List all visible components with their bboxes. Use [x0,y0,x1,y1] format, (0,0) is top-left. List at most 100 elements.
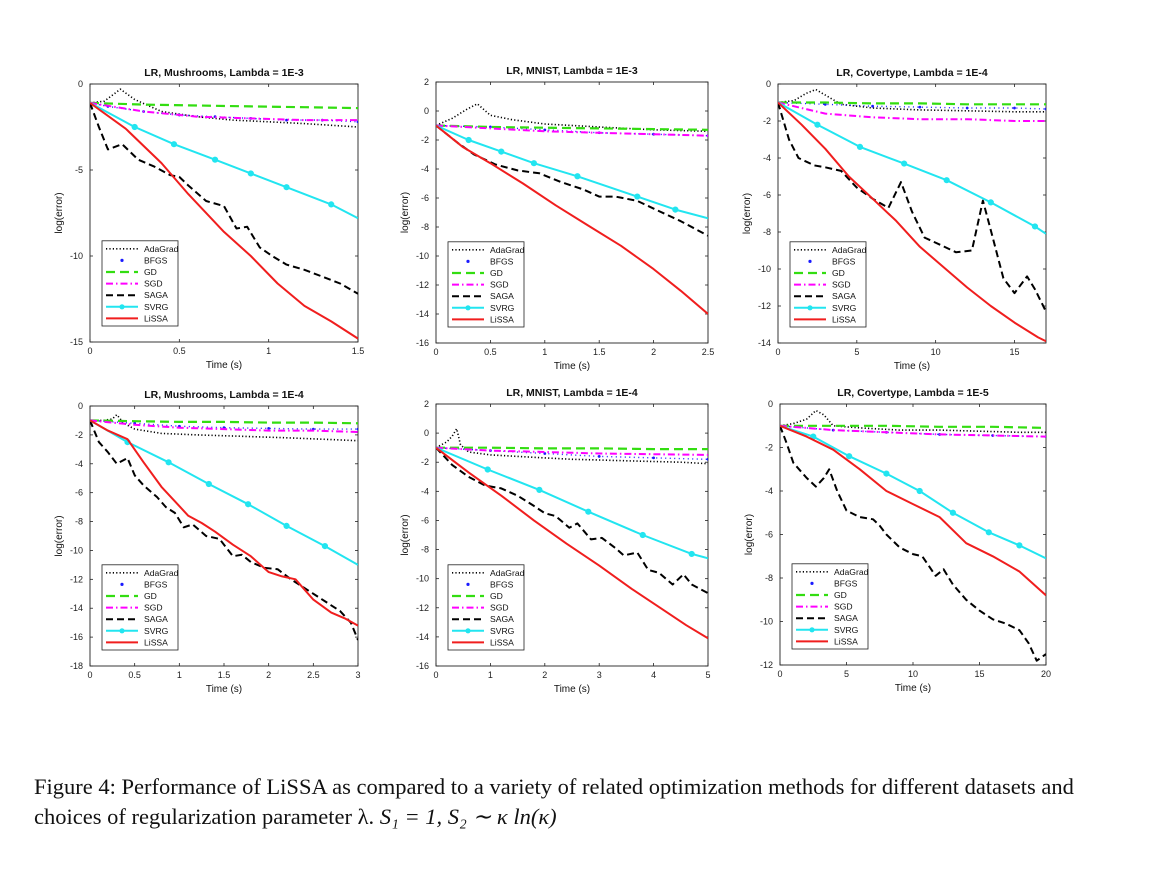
legend-label-adagrad: AdaGrad [144,244,179,254]
legend-label-svrg: SVRG [834,625,859,635]
legend-label-svrg: SVRG [490,626,515,636]
x-tick-label: 0.5 [173,346,186,356]
y-tick-label: -12 [416,280,429,290]
svrg-marker [883,470,890,477]
y-tick-label: -10 [758,264,771,274]
series-line-svrg [778,101,1046,235]
x-tick-label: 1.5 [352,346,365,356]
series-line-saga [780,425,1046,662]
x-tick-label: 0.5 [484,347,497,357]
y-tick-label: -4 [763,153,771,163]
bfgs-marker [706,457,708,461]
y-tick-label: -6 [421,193,429,203]
y-axis-label: log(error) [742,193,753,234]
chart-title: LR, Mushrooms, Lambda = 1E-4 [144,389,304,401]
legend-swatch-bfgs [810,581,814,586]
series-line-adagrad [436,427,708,465]
svrg-marker [245,501,252,508]
y-tick-label: -14 [70,603,83,613]
legend-label-adagrad: AdaGrad [490,245,525,255]
series-group [90,413,358,641]
y-axis-label: log(error) [54,192,65,233]
legend-label-lissa: LiSSA [834,636,858,646]
svrg-marker [465,136,472,144]
svrg-marker [846,453,853,460]
svrg-marker [916,487,923,495]
legend-label-bfgs: BFGS [832,256,856,266]
legend-label-adagrad: AdaGrad [144,568,179,578]
series-line-sgd [90,419,358,433]
y-tick-label: -14 [758,338,771,348]
x-tick-label: 2 [266,670,271,680]
y-tick-label: -6 [763,190,771,200]
series-line-lissa [436,446,708,640]
bfgs-marker [1044,107,1046,111]
x-tick-label: 10 [908,669,918,679]
svrg-marker [639,531,646,539]
svrg-marker [484,466,491,473]
legend-box [789,241,867,328]
series-line-gd [778,101,1046,106]
x-tick-label: 0 [433,670,438,680]
x-tick-label: 0 [87,346,92,356]
series-group [780,409,1046,662]
y-tick-label: -4 [75,459,83,469]
bfgs-marker [823,102,827,106]
svrg-marker [283,184,290,191]
legend-label-gd: GD [144,591,157,601]
series-line-gd [90,101,358,110]
legend-label-sgd: SGD [490,280,509,290]
y-tick-label: -2 [421,457,429,467]
svrg-marker [205,480,212,488]
y-tick-label: -2 [75,430,83,440]
x-tick-label: 1 [177,670,182,680]
legend-label-sgd: SGD [490,603,509,613]
svrg-marker [814,121,821,128]
svrg-marker [536,486,543,493]
legend-label-bfgs: BFGS [490,256,514,266]
series-group [90,88,358,340]
y-tick-label: 0 [768,399,773,409]
legend-swatch-marker [465,305,471,311]
legend-label-lissa: LiSSA [144,313,168,323]
legend-label-saga: SAGA [490,291,514,301]
series-line-sgd [780,424,1046,438]
bfgs-marker [652,456,655,460]
y-tick-label: -12 [760,660,773,670]
figure-caption: Figure 4: Performance of LiSSA as compar… [34,772,1124,832]
legend-box [101,564,179,651]
bfgs-marker [267,426,271,430]
legend-swatch-bfgs [466,259,470,263]
series-line-svrg [90,102,358,220]
legend-swatch-bfgs [120,582,124,587]
svrg-marker [856,143,864,150]
chart-title: LR, MNIST, Lambda = 1E-4 [506,387,638,399]
y-tick-label: -15 [70,337,83,347]
y-tick-label: -2 [765,443,773,453]
x-tick-label: 10 [931,347,941,357]
legend-label-lissa: LiSSA [144,637,168,647]
legend-label-adagrad: AdaGrad [832,245,867,255]
y-tick-label: -10 [416,251,429,261]
bfgs-marker [597,455,601,458]
legend-label-sgd: SGD [144,603,163,613]
chart-panel-1: LR, Mushrooms, Lambda = 1E-3 0 0.5 1 1.5 0 -5 -… [54,67,364,371]
legend-label-bfgs: BFGS [834,578,858,588]
x-tick-label: 20 [1041,669,1051,679]
y-tick-label: 0 [78,79,83,89]
legend-swatch-marker [465,628,471,634]
svrg-marker [672,206,679,213]
y-tick-label: -12 [758,301,771,311]
caption-math: S₁ = 1, S₂ ∼ κ ln(κ) [379,804,557,829]
y-tick-label: -12 [70,574,83,584]
x-axis-label: Time (s) [554,361,590,372]
x-tick-label: 5 [854,347,859,357]
series-group [778,88,1046,343]
series-line-saga [436,447,708,595]
bfgs-marker [871,104,874,108]
series-group [436,103,708,315]
x-tick-label: 1 [266,346,271,356]
legend-label-bfgs: BFGS [490,579,514,589]
bfgs-marker [285,118,288,122]
